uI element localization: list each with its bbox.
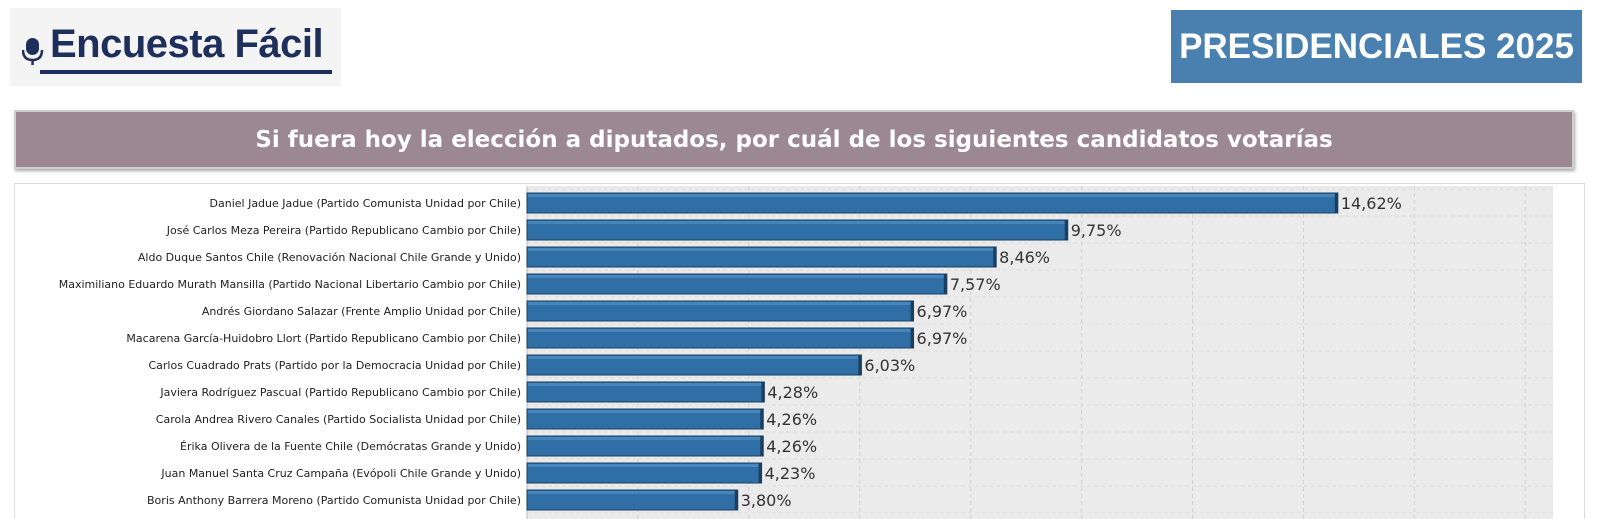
bar-highlight bbox=[528, 248, 996, 251]
value-label: 8,46% bbox=[999, 248, 1050, 267]
bar-end-cap bbox=[943, 274, 947, 294]
category-label: Daniel Jadue Jadue (Partido Comunista Un… bbox=[210, 197, 521, 210]
bar-end-cap bbox=[1064, 220, 1068, 240]
bar-highlight bbox=[528, 275, 946, 278]
election-badge: PRESIDENCIALES 2025 bbox=[1171, 10, 1582, 83]
bar-end-cap bbox=[1334, 193, 1338, 213]
bar-highlight bbox=[528, 221, 1067, 224]
category-label: José Carlos Meza Pereira (Partido Republ… bbox=[166, 224, 521, 237]
category-label: Carlos Cuadrado Prats (Partido por la De… bbox=[148, 359, 521, 372]
bar-highlight bbox=[528, 329, 913, 332]
value-label: 4,26% bbox=[766, 410, 817, 429]
bar-end-cap bbox=[910, 301, 914, 321]
category-label: Érika Olivera de la Fuente Chile (Demócr… bbox=[180, 440, 521, 453]
bar-end-cap bbox=[734, 490, 738, 510]
bar-end-cap bbox=[758, 463, 762, 483]
bar-end-cap bbox=[858, 355, 862, 375]
bar-highlight bbox=[528, 194, 1337, 197]
bar-highlight bbox=[528, 437, 763, 440]
value-label: 6,97% bbox=[917, 329, 968, 348]
value-label: 3,80% bbox=[741, 491, 792, 510]
category-label: Aldo Duque Santos Chile (Renovación Naci… bbox=[138, 251, 521, 264]
bar-end-cap bbox=[910, 328, 914, 348]
bar-chart: Daniel Jadue Jadue (Partido Comunista Un… bbox=[59, 186, 1553, 519]
value-label: 9,75% bbox=[1071, 221, 1122, 240]
value-label: 6,03% bbox=[864, 356, 915, 375]
bar-highlight bbox=[528, 383, 764, 386]
bar-end-cap bbox=[993, 247, 997, 267]
value-label: 4,28% bbox=[767, 383, 818, 402]
bar-highlight bbox=[528, 410, 763, 413]
value-label: 4,23% bbox=[765, 464, 816, 483]
category-label: Macarena García-Huidobro Llort (Partido … bbox=[126, 332, 521, 345]
chart-frame: Daniel Jadue Jadue (Partido Comunista Un… bbox=[14, 183, 1585, 519]
bar-end-cap bbox=[761, 382, 765, 402]
bar-end-cap bbox=[760, 409, 764, 429]
value-label: 4,26% bbox=[766, 437, 817, 456]
value-label: 14,62% bbox=[1341, 194, 1402, 213]
category-label: Boris Anthony Barrera Moreno (Partido Co… bbox=[147, 494, 521, 507]
bar-end-cap bbox=[760, 436, 764, 456]
category-label: Javiera Rodríguez Pascual (Partido Repub… bbox=[159, 386, 521, 399]
category-label: Andrés Giordano Salazar (Frente Amplio U… bbox=[202, 305, 521, 318]
bar-highlight bbox=[528, 356, 861, 359]
bar-highlight bbox=[528, 302, 913, 305]
value-label: 6,97% bbox=[917, 302, 968, 321]
question-banner: Si fuera hoy la elección a diputados, po… bbox=[14, 110, 1574, 169]
bar-highlight bbox=[528, 464, 761, 467]
category-label: Maximiliano Eduardo Murath Mansilla (Par… bbox=[59, 278, 521, 291]
logo: Encuesta Fácil bbox=[10, 8, 341, 86]
category-label: Juan Manuel Santa Cruz Campaña (Evópoli … bbox=[160, 467, 521, 480]
value-label: 7,57% bbox=[950, 275, 1001, 294]
bar-highlight bbox=[528, 491, 737, 494]
category-label: Carola Andrea Rivero Canales (Partido So… bbox=[156, 413, 521, 426]
bar bbox=[526, 192, 1339, 214]
logo-text: Encuesta Fácil bbox=[50, 22, 324, 66]
logo-underline bbox=[40, 70, 332, 74]
microphone-icon bbox=[22, 38, 44, 65]
